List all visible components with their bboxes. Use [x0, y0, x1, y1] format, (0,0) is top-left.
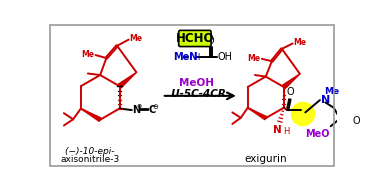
Text: N: N: [189, 52, 198, 62]
Text: O: O: [352, 116, 360, 126]
Text: ⊖: ⊖: [153, 104, 159, 110]
Text: N: N: [273, 125, 282, 136]
Polygon shape: [282, 74, 300, 89]
Text: OH: OH: [218, 52, 233, 62]
Text: U-5C-4CR: U-5C-4CR: [167, 88, 226, 98]
Text: Me: Me: [294, 38, 306, 47]
Text: axisonitrile-3: axisonitrile-3: [60, 155, 120, 164]
Text: Me: Me: [129, 34, 142, 43]
Text: Me: Me: [173, 52, 190, 62]
Text: O: O: [207, 36, 214, 46]
Text: Me: Me: [248, 54, 260, 63]
FancyBboxPatch shape: [179, 30, 211, 46]
Polygon shape: [81, 108, 101, 121]
Text: N: N: [133, 105, 141, 115]
Text: MeOH: MeOH: [179, 78, 214, 88]
Text: Me: Me: [81, 50, 94, 59]
Text: HCHO: HCHO: [176, 32, 214, 45]
Text: (−)-10-​epi-: (−)-10-​epi-: [65, 147, 115, 156]
Circle shape: [291, 102, 315, 125]
Polygon shape: [118, 72, 136, 88]
Polygon shape: [248, 108, 267, 120]
Text: H: H: [283, 127, 290, 136]
Text: Me: Me: [324, 87, 339, 96]
Text: ⊕: ⊕: [136, 105, 142, 109]
Text: H: H: [194, 53, 200, 62]
Text: exigurin: exigurin: [244, 154, 287, 164]
Text: N: N: [321, 95, 331, 105]
Text: C: C: [149, 105, 156, 115]
Text: MeO: MeO: [304, 129, 329, 139]
Text: O: O: [286, 87, 294, 97]
